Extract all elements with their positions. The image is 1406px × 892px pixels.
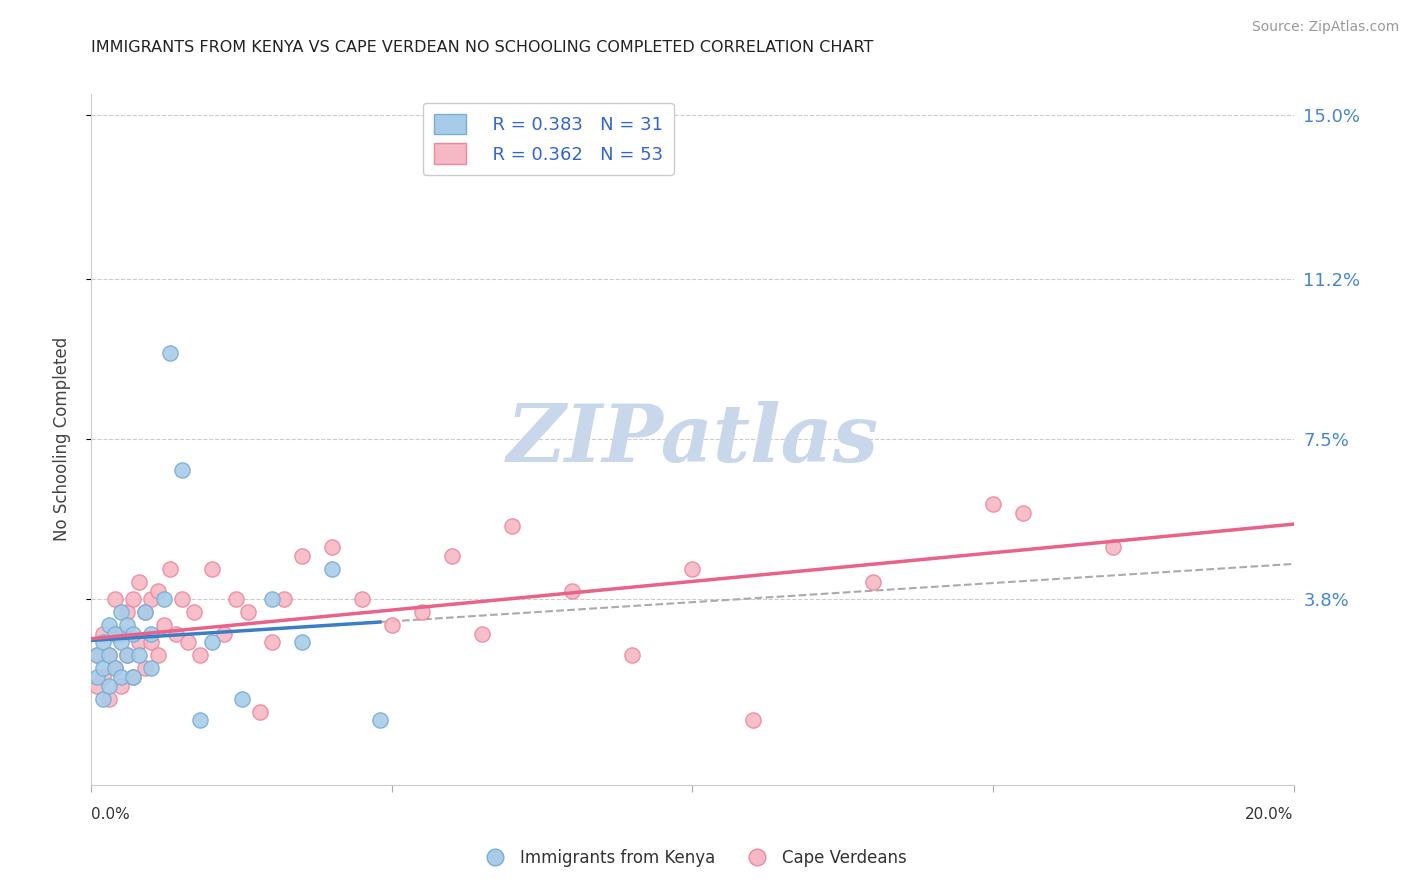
Point (122, 592, 145, 607)
Point (141, 661, 163, 675)
Point (159, 346, 181, 360)
Point (110, 679, 132, 693)
Point (110, 635, 132, 649)
Point (104, 661, 127, 675)
Point (128, 574, 150, 589)
Point (236, 605, 259, 619)
Point (104, 626, 127, 640)
Text: 20.0%: 20.0% (1246, 807, 1294, 822)
Point (146, 648, 169, 663)
Point (134, 605, 156, 619)
Point (862, 574, 884, 589)
Point (93, 661, 115, 675)
Point (117, 618, 139, 632)
Point (152, 592, 174, 607)
Point (201, 562, 224, 576)
Point (291, 549, 314, 563)
Point (291, 635, 314, 649)
Point (273, 592, 295, 607)
Point (98, 679, 121, 693)
Point (231, 691, 253, 706)
Point (93, 635, 115, 649)
Point (1012, 506, 1035, 520)
Point (86, 648, 108, 663)
Text: 0.0%: 0.0% (91, 807, 131, 822)
Point (981, 497, 1004, 511)
Point (471, 626, 494, 640)
Point (321, 562, 343, 576)
Point (561, 583, 583, 598)
Point (110, 605, 132, 619)
Point (141, 626, 163, 640)
Point (170, 592, 193, 607)
Point (128, 648, 150, 663)
Point (188, 713, 211, 727)
Point (104, 661, 127, 675)
Point (122, 670, 145, 684)
Point (741, 713, 763, 727)
Point (104, 592, 127, 607)
Point (86, 670, 108, 684)
Point (350, 592, 373, 607)
Point (183, 605, 205, 619)
Point (249, 705, 271, 719)
Point (93, 670, 115, 684)
Point (621, 648, 644, 663)
Point (134, 605, 156, 619)
Point (225, 592, 247, 607)
Point (152, 618, 174, 632)
Point (321, 541, 343, 555)
Point (260, 635, 283, 649)
Point (128, 635, 150, 649)
Point (122, 626, 145, 640)
Point (501, 518, 523, 533)
Text: ZIPatlas: ZIPatlas (506, 401, 879, 478)
Point (170, 462, 193, 476)
Point (188, 648, 211, 663)
Point (681, 562, 703, 576)
Point (440, 549, 463, 563)
Point (212, 626, 235, 640)
Point (110, 670, 132, 684)
Point (260, 592, 283, 607)
Point (110, 626, 132, 640)
Point (98, 648, 121, 663)
Text: Source: ZipAtlas.com: Source: ZipAtlas.com (1251, 20, 1399, 34)
Point (98, 648, 121, 663)
Point (159, 562, 181, 576)
Point (86, 648, 108, 663)
Point (368, 713, 391, 727)
Point (176, 635, 198, 649)
Point (86, 679, 108, 693)
Point (117, 648, 139, 663)
Point (93, 691, 115, 706)
Point (134, 661, 156, 675)
Point (98, 618, 121, 632)
Point (117, 648, 139, 663)
Point (141, 635, 163, 649)
Point (1102, 541, 1125, 555)
Point (93, 626, 115, 640)
Legend: Immigrants from Kenya, Cape Verdeans: Immigrants from Kenya, Cape Verdeans (471, 842, 914, 873)
Point (381, 618, 404, 632)
Point (104, 626, 127, 640)
Point (117, 605, 139, 619)
Point (122, 670, 145, 684)
Point (165, 626, 187, 640)
Point (141, 592, 163, 607)
Point (98, 691, 121, 706)
Text: IMMIGRANTS FROM KENYA VS CAPE VERDEAN NO SCHOOLING COMPLETED CORRELATION CHART: IMMIGRANTS FROM KENYA VS CAPE VERDEAN NO… (91, 40, 873, 55)
Point (146, 583, 169, 598)
Point (411, 605, 433, 619)
Point (201, 635, 224, 649)
Y-axis label: No Schooling Completed: No Schooling Completed (52, 337, 70, 541)
